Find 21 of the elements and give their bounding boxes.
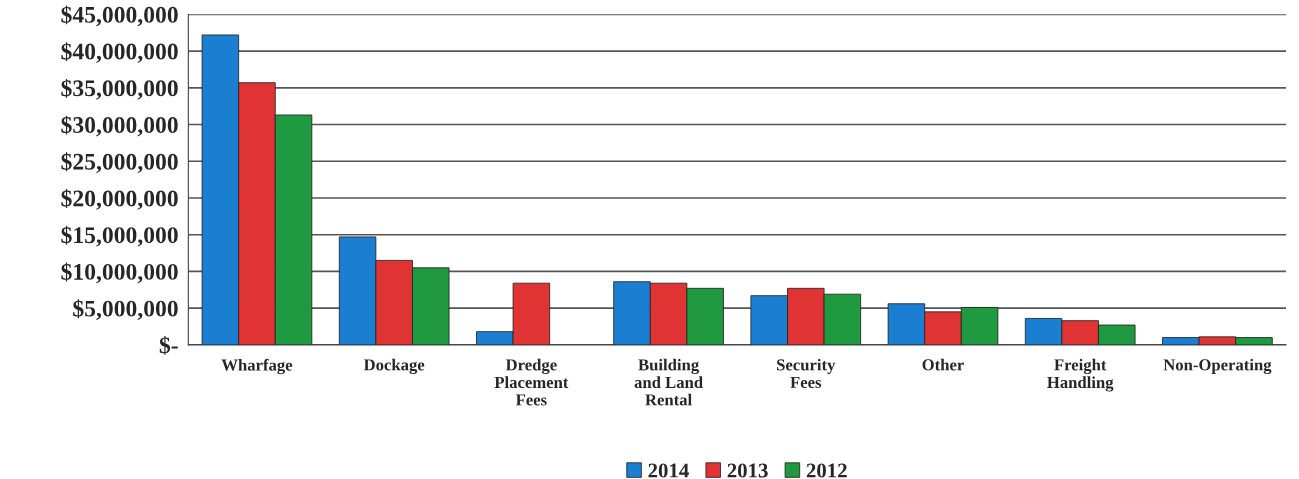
legend-label: 2012 <box>806 463 847 478</box>
legend-label: 2013 <box>727 463 768 478</box>
x-tick-label: Other <box>922 358 964 371</box>
y-tick-label: $35,000,000 <box>61 78 178 100</box>
y-tick-label: $20,000,000 <box>61 189 178 210</box>
x-tick-label: Non-Operating <box>1163 358 1272 375</box>
x-tick-label: Dockage <box>363 358 425 375</box>
y-tick-label: $40,000,000 <box>61 42 178 63</box>
y-tick-label: $45,000,000 <box>61 5 178 27</box>
x-tick-label: Wharfage <box>221 358 293 375</box>
y-tick-label: $10,000,000 <box>61 262 178 284</box>
y-tick-label: $- <box>159 335 178 355</box>
x-tick-label: Security Fees <box>777 358 836 388</box>
x-tick-label: Building and Land Rental <box>634 358 703 406</box>
legend-label: 2014 <box>648 463 689 478</box>
x-tick-label: Freight Handling <box>1047 358 1114 392</box>
y-tick-label: $5,000,000 <box>73 299 178 320</box>
y-tick-label: $25,000,000 <box>61 152 178 174</box>
x-tick-label: Dredge Placement Fees <box>494 358 569 406</box>
y-tick-label: $30,000,000 <box>61 115 178 137</box>
y-tick-label: $15,000,000 <box>61 225 178 247</box>
